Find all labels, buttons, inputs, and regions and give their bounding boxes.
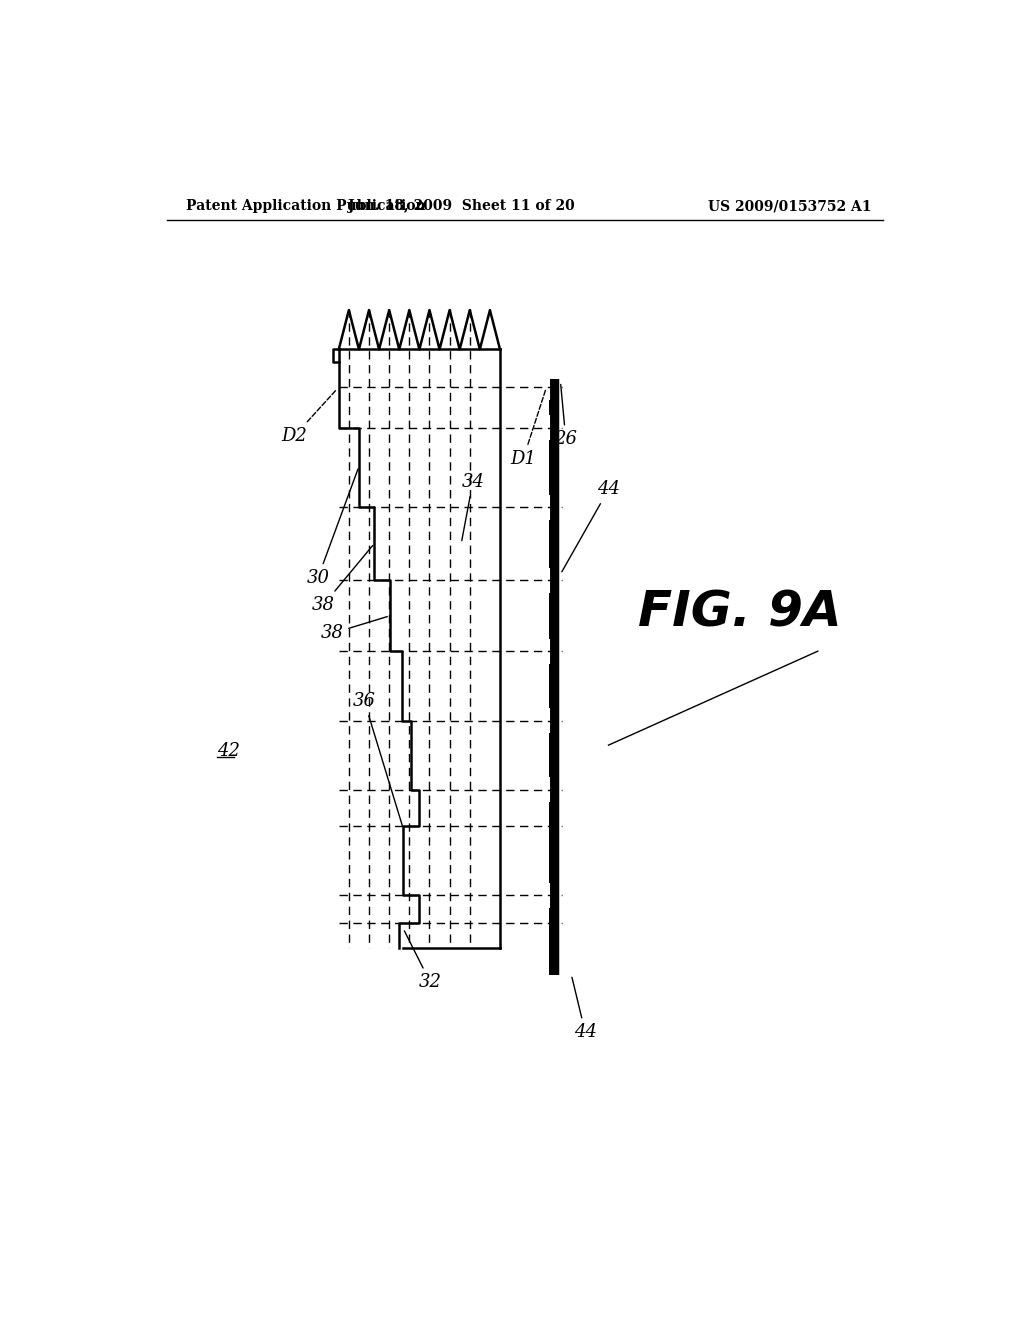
- Text: 38: 38: [311, 545, 373, 614]
- Bar: [531, 884, 549, 907]
- Text: 38: 38: [321, 616, 387, 643]
- Text: 30: 30: [306, 469, 358, 587]
- Bar: [531, 416, 549, 440]
- Text: D1: D1: [510, 389, 546, 467]
- Bar: [531, 376, 549, 399]
- Bar: [531, 709, 549, 733]
- Bar: [531, 779, 549, 801]
- Text: D2: D2: [282, 389, 337, 445]
- Text: Patent Application Publication: Patent Application Publication: [186, 199, 426, 213]
- Bar: [531, 495, 549, 519]
- Text: 34: 34: [462, 473, 484, 541]
- Text: Jun. 18, 2009  Sheet 11 of 20: Jun. 18, 2009 Sheet 11 of 20: [348, 199, 574, 213]
- Text: 36: 36: [353, 692, 402, 825]
- Bar: [549, 379, 560, 974]
- Text: 42: 42: [217, 742, 240, 760]
- Bar: [560, 367, 582, 986]
- Text: 26: 26: [554, 384, 578, 449]
- Text: FIG. 9A: FIG. 9A: [638, 589, 842, 636]
- Bar: [531, 569, 549, 591]
- Text: 44: 44: [572, 977, 597, 1041]
- Text: US 2009/0153752 A1: US 2009/0153752 A1: [709, 199, 872, 213]
- Text: 44: 44: [562, 480, 620, 572]
- Bar: [531, 640, 549, 663]
- Text: 32: 32: [404, 931, 441, 991]
